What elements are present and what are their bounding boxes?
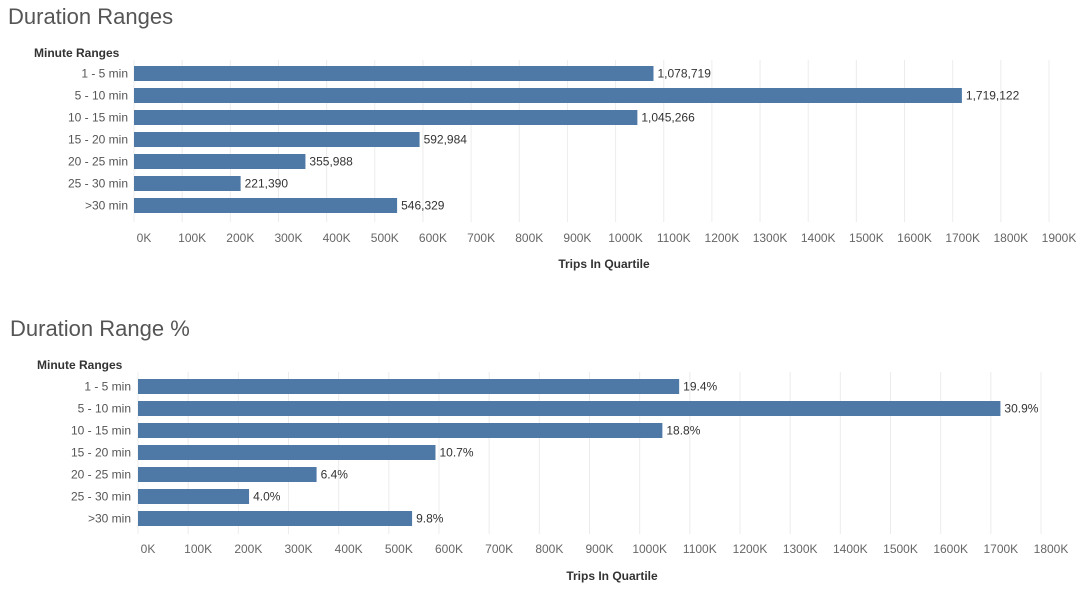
category-label: 10 - 15 min [71,424,131,438]
x-tick-label: 700K [467,231,495,245]
x-tick-label: 100K [184,542,212,556]
x-tick-label: 700K [485,542,513,556]
x-axis-title: Trips In Quartile [558,257,650,271]
data-label: 1,078,719 [657,67,711,81]
x-tick-label: 500K [385,542,413,556]
x-tick-label: 900K [563,231,591,245]
x-tick-label: 1500K [849,231,884,245]
x-tick-label: 1700K [983,542,1018,556]
bar[interactable] [134,176,241,191]
data-label: 18.8% [666,424,700,438]
data-label: 1,045,266 [641,111,695,125]
row-header-label: Minute Ranges [34,46,120,60]
x-tick-label: 1100K [657,231,691,245]
x-tick-label: 600K [435,542,463,556]
x-tick-label: 1400K [801,231,836,245]
x-tick-label: 1300K [753,231,788,245]
category-label: >30 min [88,512,131,526]
x-tick-label: 100K [178,231,206,245]
x-tick-label: 1400K [833,542,868,556]
bar[interactable] [134,132,420,147]
row-header-label: Minute Ranges [37,358,123,372]
category-label: 25 - 30 min [68,177,128,191]
x-tick-label: 300K [274,231,302,245]
data-label: 1,719,122 [966,89,1020,103]
category-label: 15 - 20 min [68,133,128,147]
x-tick-label: 1300K [783,542,818,556]
category-label: >30 min [85,199,128,213]
bar[interactable] [134,110,638,125]
data-label: 355,988 [309,155,353,169]
bar[interactable] [138,511,413,526]
x-tick-label: 1700K [945,231,980,245]
x-tick-label: 1800K [1034,542,1069,556]
chart-title: Duration Ranges [8,4,174,29]
x-tick-label: 600K [419,231,447,245]
bar[interactable] [138,489,250,504]
bar[interactable] [138,379,680,394]
x-tick-label: 800K [515,231,543,245]
bar[interactable] [134,88,962,103]
x-tick-label: 1800K [993,231,1028,245]
category-label: 5 - 10 min [75,89,128,103]
bar-plot: 0K 100K 200K 300K 400K 500K 600K 700K 800K 900K 10… [71,372,1069,583]
x-tick-label: 1500K [883,542,918,556]
category-label: 20 - 25 min [71,468,131,482]
category-label: 1 - 5 min [84,380,131,394]
x-tick-label: 200K [226,231,254,245]
bar[interactable] [138,401,1001,416]
data-label: 10.7% [439,446,473,460]
x-axis-title: Trips In Quartile [566,569,658,583]
bar[interactable] [134,66,654,81]
bar[interactable] [134,154,306,169]
x-tick-label: 1000K [608,231,643,245]
category-label: 10 - 15 min [68,111,128,125]
bar[interactable] [134,198,398,213]
data-label: 9.8% [416,512,444,526]
x-tick-label: 0K [141,542,156,556]
x-tick-label: 200K [234,542,262,556]
x-tick-label: 500K [371,231,399,245]
x-tick-label: 1200K [733,542,768,556]
data-label: 4.0% [253,490,281,504]
bar-plot: 0K 100K 200K 300K 400K 500K 600K 700K 800K 900K 10… [68,60,1077,271]
x-tick-label: 0K [137,231,152,245]
data-label: 592,984 [424,133,468,147]
x-tick-label: 900K [585,542,613,556]
bar[interactable] [138,445,436,460]
data-label: 546,329 [401,199,445,213]
x-tick-label: 1100K [683,542,717,556]
x-tick-label: 400K [323,231,351,245]
x-tick-label: 1200K [705,231,740,245]
x-tick-label: 1900K [1042,231,1077,245]
category-label: 1 - 5 min [81,67,128,81]
x-tick-label: 1600K [897,231,932,245]
x-tick-label: 300K [284,542,312,556]
x-tick-label: 1000K [632,542,667,556]
data-label: 19.4% [683,380,717,394]
category-label: 15 - 20 min [71,446,131,460]
x-tick-label: 800K [535,542,563,556]
category-label: 5 - 10 min [78,402,131,416]
x-tick-label: 1600K [933,542,968,556]
category-label: 20 - 25 min [68,155,128,169]
data-label: 221,390 [245,177,289,191]
x-tick-label: 400K [335,542,363,556]
chart-title: Duration Range % [10,316,190,341]
data-label: 30.9% [1004,402,1038,416]
bar[interactable] [138,467,317,482]
data-label: 6.4% [321,468,349,482]
category-label: 25 - 30 min [71,490,131,504]
bar[interactable] [138,423,663,438]
